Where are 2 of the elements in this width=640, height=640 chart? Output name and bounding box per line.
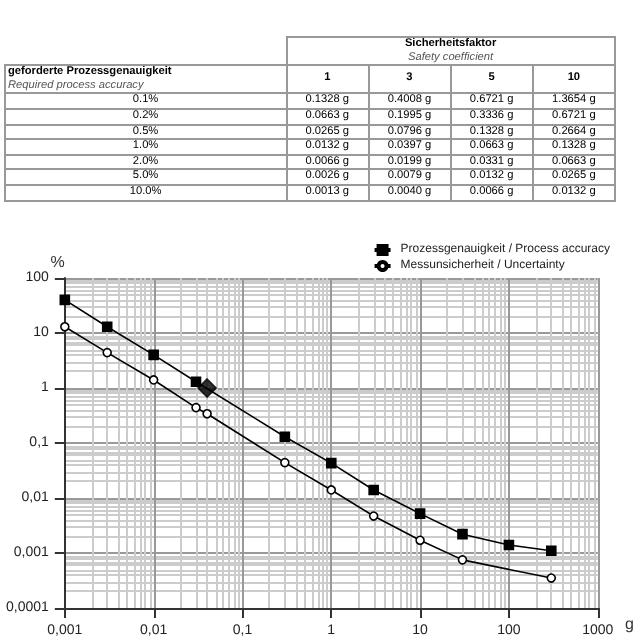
y-axis-title: % — [50, 253, 65, 271]
x-axis-title: g — [625, 615, 635, 633]
